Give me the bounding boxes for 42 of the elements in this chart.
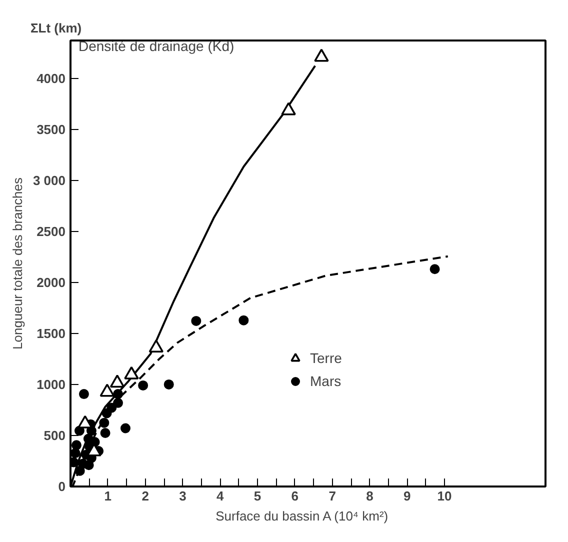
point [148, 340, 164, 353]
y-tick-label: 0 [58, 479, 66, 494]
x-tick-label: 3 [179, 488, 186, 504]
y-tick-label: 2000 [36, 274, 66, 290]
x-tick-label: 7 [328, 488, 336, 504]
x-tick-label: 4 [216, 488, 224, 504]
x-tick-label: 1 [104, 488, 112, 504]
y-axis-title: Longueur totale des branches [10, 176, 25, 350]
y-tick-label: 1500 [36, 326, 66, 341]
point [430, 264, 440, 274]
chart-title: Densité de drainage (Kd) [78, 38, 234, 54]
legend-label: Mars [310, 373, 342, 389]
y-tick-label: 1000 [36, 376, 66, 392]
point [314, 48, 329, 62]
x-tick-label: 8 [366, 488, 374, 504]
x-tick-label: 2 [142, 488, 149, 504]
y-tick-label: 2500 [36, 224, 66, 239]
point [120, 423, 130, 434]
y-tick-label: 3500 [36, 122, 66, 137]
x-tick-label: 9 [404, 488, 411, 504]
point [138, 380, 148, 390]
x-axis-title: Surface du bassin A (10⁴ km²) [216, 508, 388, 524]
point [113, 389, 123, 400]
legend-label: Terre [310, 350, 342, 366]
point [281, 102, 296, 116]
y-tick-label: 3 000 [32, 172, 66, 188]
point [238, 315, 249, 326]
text: ΣLt (km) [30, 20, 82, 36]
x-tick-label: 6 [291, 488, 299, 504]
point [100, 428, 110, 438]
point [110, 374, 125, 388]
point [71, 440, 82, 450]
point [99, 418, 110, 428]
point [191, 316, 202, 326]
x-tick-label: 10 [437, 488, 452, 504]
point [70, 448, 80, 458]
x-tick-label: 5 [254, 488, 262, 504]
y-tick-label: 4000 [36, 70, 66, 86]
point [113, 398, 123, 408]
y-tick-label: 500 [44, 428, 66, 443]
point [78, 389, 89, 400]
point [164, 379, 174, 390]
